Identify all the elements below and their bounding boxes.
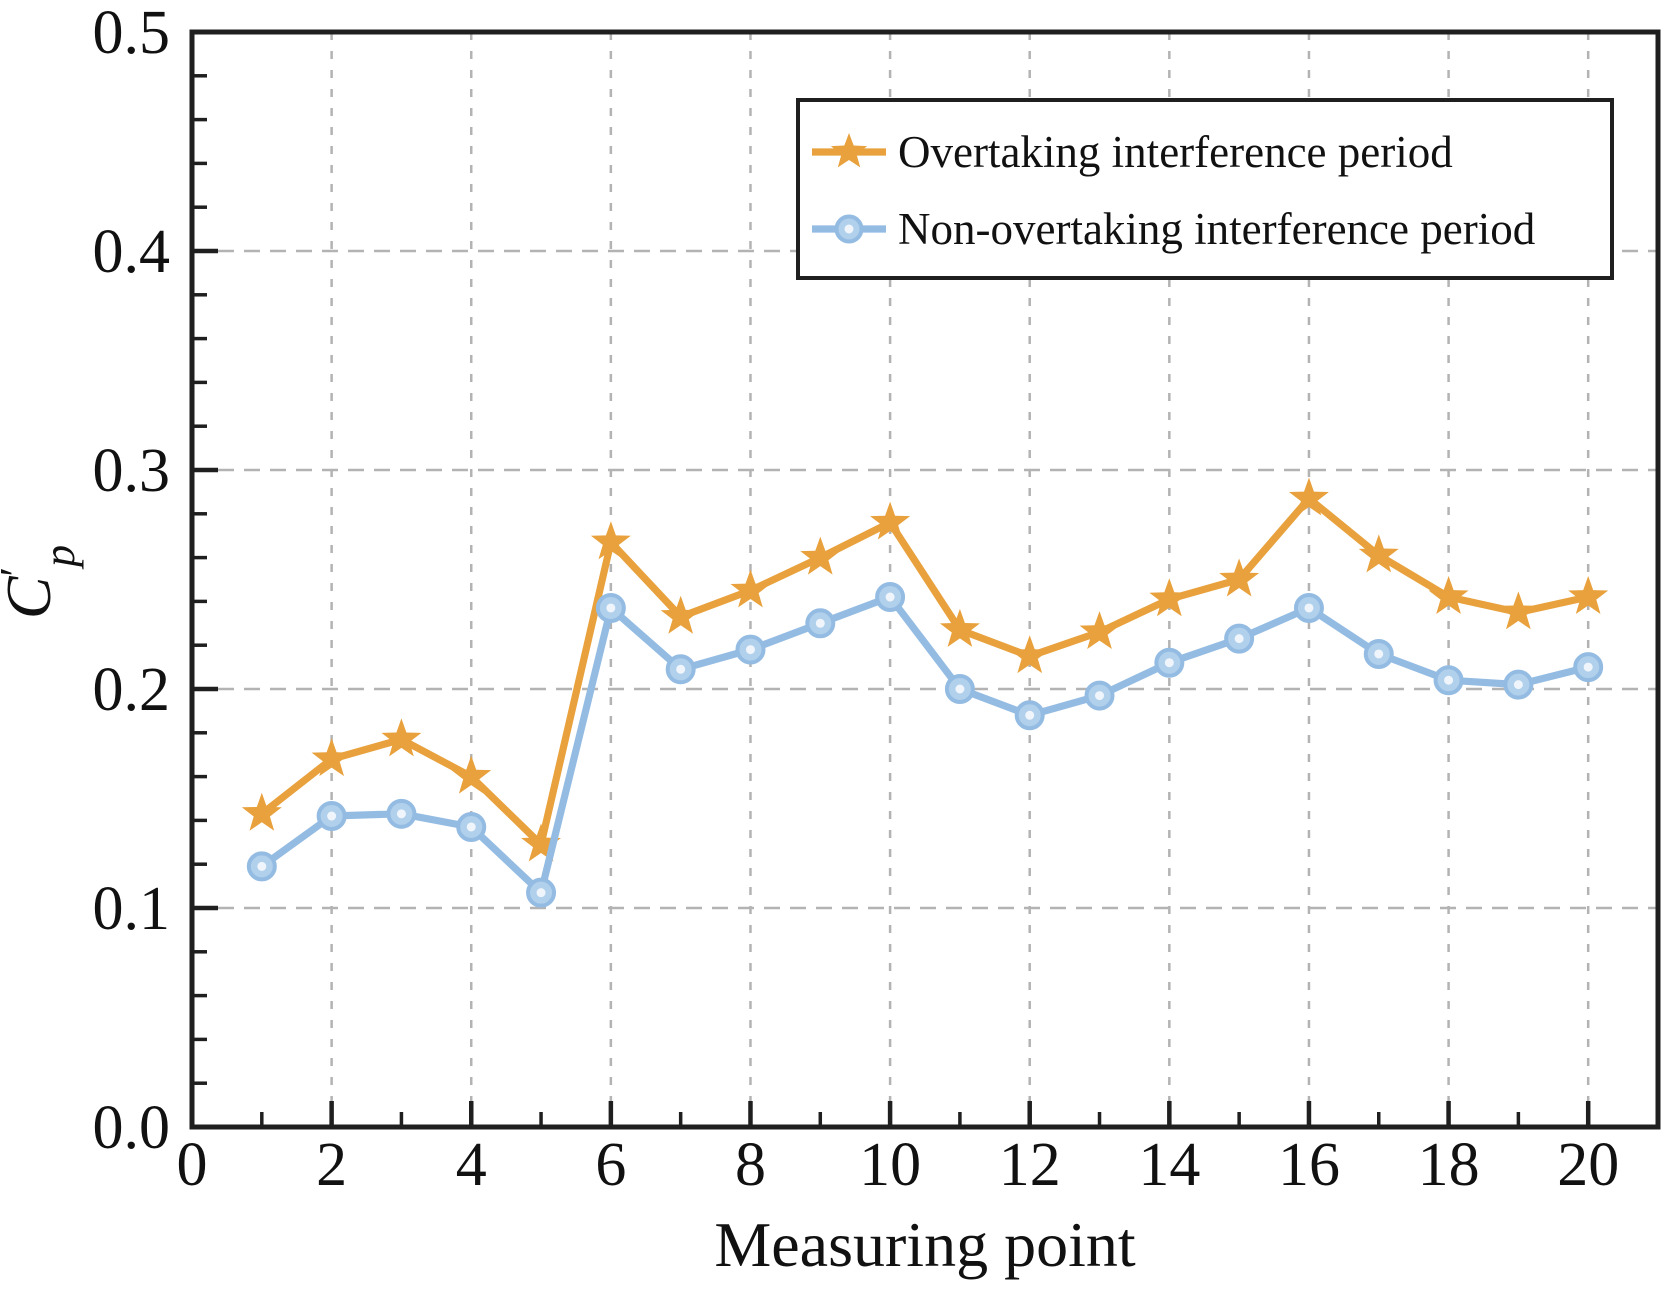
star-marker [870,501,911,540]
series-line [258,593,1592,897]
x-tick-label: 14 [1138,1131,1200,1199]
legend-label: Overtaking interference period [898,127,1453,177]
star-marker [590,521,631,560]
circle-marker-highlight [1234,634,1244,644]
circle-marker-highlight [676,664,686,674]
circle-marker-highlight [815,618,825,628]
circle-marker-highlight [1444,675,1454,685]
circle-marker-highlight [1164,658,1174,668]
y-tick-label: 0.2 [93,656,171,724]
y-tick-label: 0.3 [93,437,171,505]
star-marker [1289,477,1329,516]
x-tick-label: 4 [456,1131,487,1199]
y-tick-label: 0.4 [93,218,171,286]
circle-marker-highlight [1095,691,1105,701]
y-title-symbol: C [0,575,64,619]
star-marker [1568,576,1609,614]
star-marker [730,569,771,608]
circle-marker-highlight [396,809,406,819]
circle-marker-highlight [606,603,616,613]
x-tick-label: 2 [316,1131,347,1199]
legend-box [796,98,1614,280]
circle-marker-highlight [1513,680,1523,690]
star-marker [1219,558,1260,597]
series-line [258,494,1592,849]
legend-item: Non-overtaking interference period [812,204,1535,254]
x-tick-label: 18 [1418,1131,1480,1199]
legend-circle-highlight [844,224,854,234]
circle-marker-highlight [955,684,965,694]
star-marker [451,755,492,794]
star-marker [939,608,980,647]
series-non-overtaking [246,582,1604,908]
star-marker [521,823,561,862]
circle-marker-highlight [1304,603,1314,613]
label-layer: Measuring point C′p [0,545,1136,1280]
circle-marker-highlight [1374,649,1384,659]
circle-marker-highlight [466,822,476,832]
legend: Overtaking interference period Non-overta… [796,98,1614,280]
y-axis-title: C′p [0,545,84,619]
x-tick-label: 10 [859,1131,921,1199]
star-marker [800,536,841,575]
x-tick-label: 20 [1557,1131,1619,1199]
star-marker [381,718,422,757]
star-marker [1149,578,1190,617]
x-tick-label: 6 [595,1131,626,1199]
x-tick-label: 16 [1278,1131,1340,1199]
star-marker [1358,534,1399,573]
legend-item: Overtaking interference period [812,127,1453,177]
y-title-prime: ′ [0,567,40,577]
y-tick-label: 0.1 [93,875,171,943]
star-marker [1079,611,1120,649]
y-tick-label: 0.5 [93,0,171,67]
grid-layer [192,32,1658,1127]
circle-marker-highlight [536,888,546,898]
tick-label-layer: 0 2 4 6 8 10 12 14 16 18 20 0.0 0.1 0.2 0.3 0.4 0.5 [93,0,1620,1199]
circle-marker-highlight [257,861,267,871]
x-tick-label: 12 [999,1131,1061,1199]
star-marker [1428,576,1469,614]
circle-marker-highlight [745,645,755,655]
series-overtaking [241,477,1609,862]
y-tick-label: 0.0 [93,1094,171,1162]
legend-star-marker [830,133,868,168]
x-tick-label: 8 [735,1131,766,1199]
y-title-subscript: p [35,545,84,570]
x-axis-title: Measuring point [714,1209,1136,1280]
star-marker [311,738,352,777]
circle-marker-highlight [1025,710,1035,720]
circle-marker-highlight [327,811,337,821]
axis-border [189,29,1661,1130]
series-layer [241,477,1609,908]
star-marker [241,792,282,831]
legend-label: Non-overtaking interference period [898,204,1535,254]
star-marker [1009,635,1050,674]
circle-marker-highlight [1583,662,1593,672]
star-marker [1498,591,1539,630]
circle-marker-highlight [885,592,895,602]
x-tick-label: 0 [177,1131,208,1199]
star-marker [660,595,701,634]
